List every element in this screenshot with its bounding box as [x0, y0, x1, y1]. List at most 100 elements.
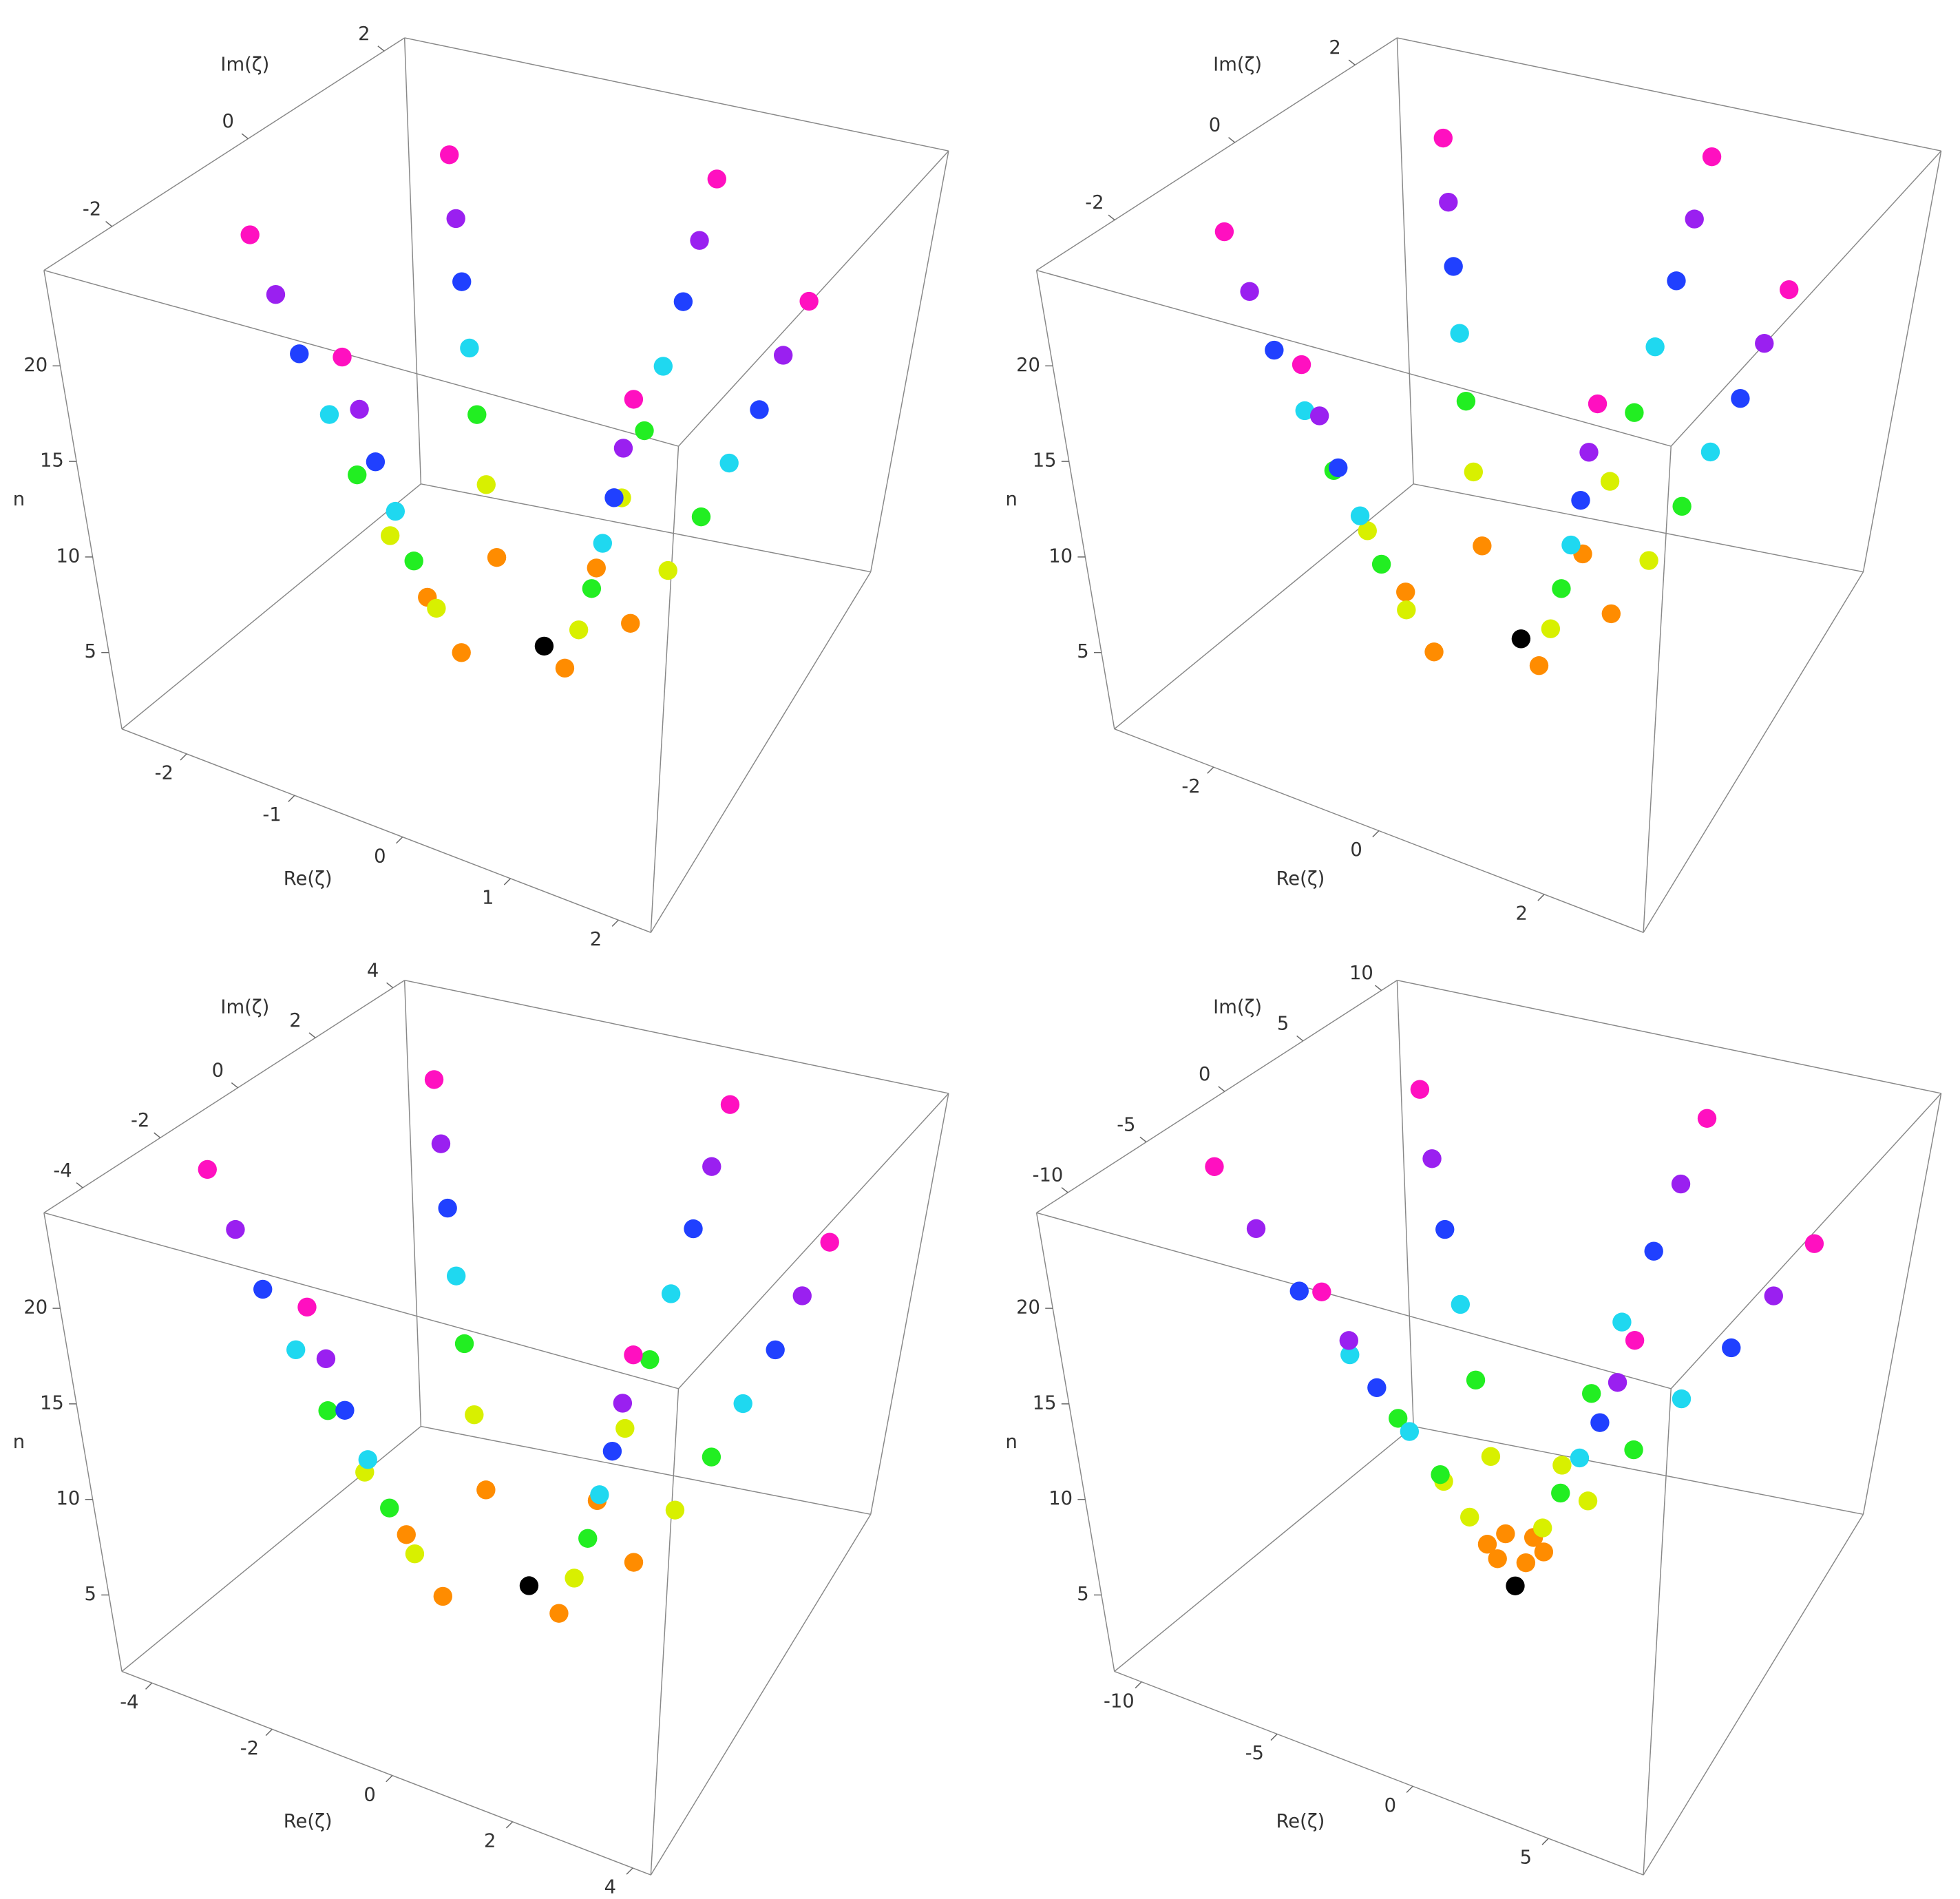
x-tick-label: 4 — [604, 1877, 616, 1898]
point — [565, 1568, 584, 1588]
box-edge — [1114, 1670, 1644, 1876]
box-edge — [43, 37, 405, 271]
point — [1431, 1465, 1450, 1484]
point — [1240, 282, 1259, 302]
point — [1400, 1422, 1420, 1441]
box-edge — [404, 979, 949, 1094]
point — [640, 1350, 660, 1370]
box-edge — [650, 571, 872, 933]
box-edge — [1397, 37, 1941, 151]
point — [1339, 1331, 1358, 1350]
x-tick — [611, 919, 619, 927]
point — [615, 1418, 635, 1438]
z-tick-label: 20 — [1016, 355, 1040, 376]
box-edge — [403, 37, 422, 484]
x-tick — [505, 1821, 514, 1829]
box-edge — [404, 37, 949, 151]
point — [1625, 403, 1644, 422]
box-edge — [1036, 980, 1398, 1213]
point — [405, 1544, 425, 1564]
y-axis-label: Im(ζ) — [220, 54, 269, 76]
point — [773, 346, 793, 365]
x-tick-label: 2 — [484, 1831, 496, 1852]
point — [1700, 442, 1720, 462]
point — [719, 453, 739, 473]
panel: -2 -1 0 1 2 -2 0 2 5 10 15 20 Re(ζ) Im(ζ) n — [13, 23, 949, 950]
x-tick — [1406, 1785, 1413, 1793]
point — [1702, 147, 1722, 167]
point — [1439, 192, 1458, 212]
box-edge — [1397, 979, 1941, 1094]
point — [452, 643, 471, 662]
y-tick — [1139, 1136, 1147, 1143]
point — [691, 507, 711, 527]
x-axis-label: Re(ζ) — [284, 868, 333, 890]
z-tick-label: 5 — [84, 641, 96, 662]
y-tick — [1375, 985, 1382, 991]
point — [690, 231, 709, 250]
y-tick-label: 5 — [1277, 1014, 1289, 1035]
y-tick-label: 2 — [1329, 37, 1340, 59]
point — [454, 1334, 474, 1354]
point — [549, 1604, 569, 1623]
point — [1588, 394, 1608, 414]
z-axis-label: n — [13, 489, 25, 510]
point — [1488, 1549, 1507, 1568]
x-tick — [626, 1867, 633, 1875]
box-edge — [1114, 483, 1414, 730]
point — [1424, 642, 1444, 662]
point — [1422, 1149, 1442, 1168]
point — [452, 272, 472, 291]
box-edge — [677, 1093, 949, 1389]
z-tick-label: 15 — [40, 450, 64, 472]
x-tick — [503, 878, 512, 885]
point — [1639, 551, 1658, 570]
point — [1671, 1174, 1691, 1194]
point — [1329, 458, 1348, 478]
x-axis-label: Re(ζ) — [1276, 1811, 1325, 1832]
box-edge — [1413, 1425, 1864, 1515]
point — [1612, 1312, 1632, 1332]
point — [1764, 1286, 1783, 1305]
z-tick-label: 10 — [1049, 1488, 1073, 1509]
point — [1511, 629, 1531, 649]
point — [519, 1576, 539, 1595]
point — [386, 501, 405, 521]
x-tick — [180, 753, 187, 761]
point — [1624, 1440, 1643, 1460]
point — [1552, 1456, 1572, 1475]
point — [433, 1586, 452, 1606]
point — [286, 1340, 306, 1360]
point — [799, 291, 819, 311]
y-tick — [231, 1082, 238, 1089]
box-edge — [121, 728, 651, 934]
panel: -10 -5 0 5 -10 -5 0 5 10 5 10 15 20 Re(ζ) Im(ζ) n — [1005, 963, 1942, 1876]
point — [624, 1553, 644, 1572]
y-tick-label: -2 — [131, 1110, 149, 1131]
point — [476, 475, 496, 494]
point — [621, 613, 640, 633]
point — [226, 1219, 245, 1239]
point — [613, 439, 633, 458]
point — [316, 1349, 336, 1369]
box-edge — [1036, 269, 1672, 447]
point — [1529, 656, 1549, 675]
x-tick-label: 0 — [363, 1784, 375, 1805]
point — [613, 1394, 633, 1413]
x-tick — [1537, 894, 1545, 901]
point — [1396, 583, 1415, 602]
point — [1625, 1330, 1645, 1350]
point — [1672, 1389, 1692, 1409]
point — [1561, 535, 1581, 555]
point — [1460, 1507, 1479, 1527]
box-edge — [1413, 483, 1864, 573]
box-edge — [1114, 1426, 1414, 1672]
y-tick — [1228, 137, 1236, 143]
x-tick — [145, 1682, 153, 1690]
point — [602, 1441, 622, 1461]
point — [1645, 337, 1665, 357]
y-tick — [377, 45, 385, 52]
point — [707, 169, 726, 189]
point — [590, 1485, 609, 1504]
